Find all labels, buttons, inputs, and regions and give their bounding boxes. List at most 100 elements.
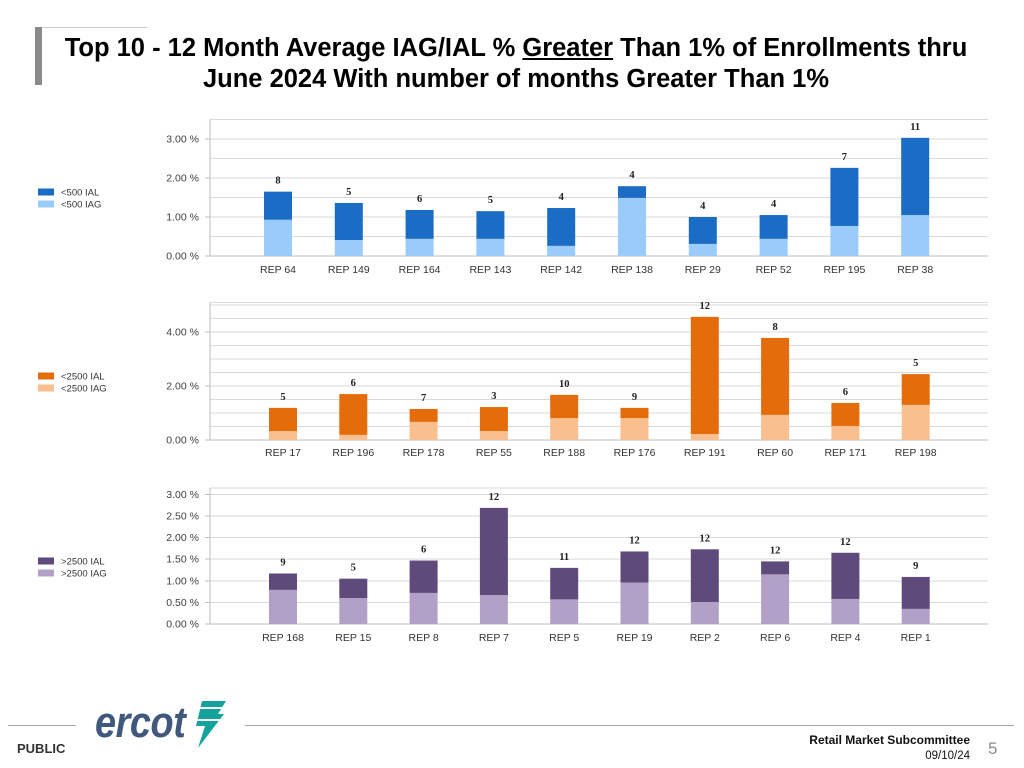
- bar-rep-176-iag: [620, 418, 649, 440]
- category-label: REP 176: [614, 447, 656, 459]
- bar-rep-19-ial: [620, 551, 649, 583]
- y-tick-label: 2.00 %: [166, 381, 199, 393]
- category-label: REP 15: [335, 632, 371, 644]
- bar-stack-rep-195: [830, 167, 859, 256]
- y-tick-label: 0.00 %: [166, 251, 199, 263]
- classification-label: PUBLIC: [17, 741, 66, 756]
- bar-rep-149-ial: [334, 202, 363, 241]
- y-tick-label: 1.00 %: [166, 212, 199, 224]
- bar-rep-15-ial: [339, 578, 368, 599]
- title-accent-rule: [35, 27, 147, 28]
- bar-stack-rep-142: [547, 208, 576, 256]
- category-label: REP 198: [895, 447, 937, 459]
- month-count-label: 12: [489, 492, 500, 503]
- bar-rep-196-ial: [339, 394, 368, 435]
- y-tick-label: 0.50 %: [166, 597, 199, 609]
- bar-rep-5-ial: [550, 567, 579, 600]
- bar-stack-rep-52: [759, 215, 788, 256]
- bar-rep-143-ial: [476, 211, 505, 239]
- bar-rep-176-ial: [620, 407, 649, 419]
- category-label: REP 1: [901, 632, 931, 644]
- bar-rep-19-iag: [620, 582, 649, 624]
- title-text-end: Than 1% of Enrollments thru: [613, 34, 968, 62]
- y-tick-label: 2.50 %: [166, 511, 199, 523]
- bar-stack-rep-143: [476, 211, 505, 256]
- category-label: REP 17: [265, 447, 301, 459]
- legend-label-iag: <2500 IAG: [61, 384, 107, 395]
- bar-rep-5-iag: [550, 599, 579, 624]
- bar-stack-rep-2: [690, 549, 719, 624]
- gridlines: [210, 487, 988, 603]
- bar-stack-rep-176: [620, 407, 649, 440]
- bar-rep-138-iag: [618, 197, 646, 256]
- bar-rep-1-iag: [901, 608, 930, 624]
- chart-over-2500: 0.00 % 0.50 % 1.00 % 1.50 % 2.00 % 2.50 % 3.00…: [38, 487, 988, 644]
- bar-rep-149-iag: [334, 240, 363, 256]
- logo-bolt-shape: [196, 701, 226, 748]
- month-count-label: 5: [913, 358, 918, 369]
- bar-rep-8-ial: [409, 560, 438, 593]
- bar-rep-1-ial: [901, 576, 930, 609]
- bar-stack-rep-55: [479, 407, 508, 440]
- footer-divider-left: [8, 725, 76, 726]
- bar-rep-171-ial: [831, 403, 860, 426]
- month-count-label: 4: [700, 201, 706, 212]
- legend-label-ial: <2500 IAL: [61, 372, 105, 383]
- category-label: REP 55: [476, 447, 512, 459]
- title-line-2: June 2024 With number of months Greater …: [202, 65, 830, 93]
- legend-swatch-iag: [38, 384, 54, 392]
- legend: >2500 IAL>2500 IAG: [38, 557, 107, 580]
- bar-stack-rep-196: [339, 394, 368, 440]
- bar-rep-55-ial: [479, 407, 508, 432]
- category-label: REP 52: [756, 264, 792, 276]
- bar-rep-198-ial: [901, 374, 930, 405]
- category-label: REP 2: [690, 632, 720, 644]
- month-count-label: 7: [842, 152, 847, 163]
- bar-rep-188-iag: [550, 418, 579, 440]
- bar-rep-38-ial: [901, 137, 930, 216]
- bar-stack-rep-191: [690, 316, 719, 440]
- legend-swatch-ial: [38, 557, 54, 565]
- bar-stack-rep-168: [269, 573, 297, 624]
- category-label: REP 4: [830, 632, 860, 644]
- month-count-label: 6: [351, 378, 356, 389]
- bar-rep-52-ial: [759, 215, 788, 239]
- bar-stack-rep-138: [618, 186, 646, 256]
- bar-rep-6-ial: [761, 561, 790, 575]
- category-label: REP 191: [684, 447, 726, 459]
- month-count-label: 6: [417, 194, 422, 205]
- bar-rep-2-iag: [690, 601, 719, 624]
- month-count-label: 4: [629, 170, 635, 181]
- bar-rep-142-ial: [547, 208, 576, 246]
- month-count-label: 9: [913, 561, 918, 572]
- y-tick-label: 0.00 %: [166, 435, 199, 447]
- month-count-label: 4: [559, 192, 565, 203]
- month-count-label: 9: [632, 392, 637, 403]
- bar-rep-164-ial: [405, 209, 434, 239]
- bar-stack-rep-17: [269, 407, 297, 440]
- title-accent-bar: [35, 27, 42, 85]
- bar-rep-64-iag: [264, 219, 292, 256]
- title-line-1: Top 10 - 12 Month Average IAG/IAL % Grea…: [40, 33, 992, 64]
- month-count-label: 12: [700, 533, 711, 544]
- bar-rep-55-iag: [479, 431, 508, 440]
- bar-rep-29-iag: [688, 243, 717, 256]
- bar-rep-4-iag: [831, 598, 860, 624]
- gridlines: [210, 301, 988, 427]
- bar-rep-198-iag: [901, 404, 930, 440]
- category-label: REP 64: [260, 264, 296, 276]
- bar-stack-rep-38: [901, 137, 930, 256]
- bar-rep-60-ial: [761, 337, 790, 415]
- category-label: REP 19: [617, 632, 653, 644]
- bar-stack-rep-178: [409, 408, 438, 440]
- legend-label-iag: <500 IAG: [61, 200, 101, 211]
- month-count-label: 4: [771, 199, 777, 210]
- lightning-bolt-icon: [194, 701, 226, 748]
- month-count-label: 3: [491, 391, 496, 402]
- bar-rep-17-ial: [269, 407, 297, 432]
- bar-stack-rep-6: [761, 561, 790, 624]
- month-count-label: 5: [351, 563, 356, 574]
- y-tick-label: 0.00 %: [166, 619, 199, 631]
- bar-rep-142-iag: [547, 245, 576, 256]
